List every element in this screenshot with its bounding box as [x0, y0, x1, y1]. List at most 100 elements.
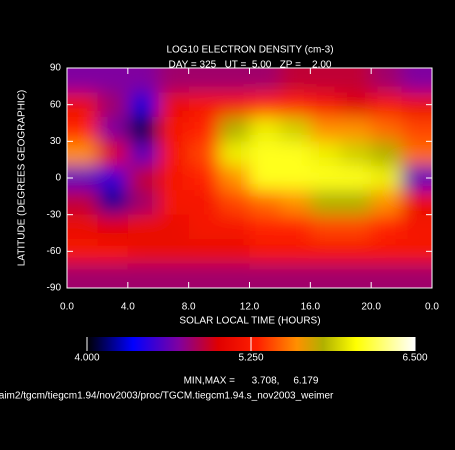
cell — [401, 263, 432, 288]
cell — [188, 165, 220, 191]
cell — [279, 141, 311, 167]
cell — [340, 263, 372, 288]
cell — [67, 190, 98, 216]
cell — [401, 116, 432, 142]
x-axis-label: SOLAR LOCAL TIME (HOURS) — [179, 316, 320, 327]
cell — [127, 190, 159, 216]
chart-subtitle: DAY = 325 UT = 5.00 ZP = 2.00 — [169, 60, 332, 71]
cell — [219, 263, 250, 288]
cell — [188, 239, 220, 265]
x-tick-label: 12.0 — [240, 302, 260, 313]
cell — [219, 92, 250, 118]
file-path: /aim2/tgcm/tiegcm1.94/nov2003/proc/TGCM.… — [0, 391, 334, 402]
x-tick-label: 4.0 — [121, 302, 135, 313]
cell — [158, 239, 190, 265]
cell — [188, 116, 220, 142]
cell — [188, 263, 220, 288]
y-tick-label: -90 — [47, 283, 62, 294]
cell — [158, 214, 190, 240]
plot-area — [67, 68, 432, 288]
x-tick-label: 16.0 — [301, 302, 321, 313]
cell — [249, 116, 281, 142]
cell — [249, 190, 281, 216]
cell — [310, 141, 342, 167]
cell — [127, 141, 159, 167]
cell — [97, 68, 129, 93]
cell — [127, 116, 159, 142]
cell — [401, 68, 432, 93]
cell — [188, 68, 220, 93]
cell — [310, 190, 342, 216]
cell — [97, 141, 129, 167]
cell — [219, 141, 250, 167]
cell — [340, 165, 372, 191]
y-tick-label: 90 — [50, 63, 62, 74]
cell — [158, 68, 190, 93]
cell — [340, 190, 372, 216]
cell — [127, 263, 159, 288]
cell — [67, 263, 98, 288]
y-tick-label: -30 — [47, 209, 62, 220]
cell — [249, 214, 281, 240]
cell — [310, 165, 342, 191]
y-axis-label: LATITUDE (DEGREES GEOGRAPHIC) — [17, 90, 28, 267]
cell — [279, 214, 311, 240]
x-tick-label: 8.0 — [182, 302, 196, 313]
cell — [158, 141, 190, 167]
cell — [188, 141, 220, 167]
cell — [279, 165, 311, 191]
cell — [371, 165, 403, 191]
cell — [310, 68, 342, 93]
cell — [371, 214, 403, 240]
cell — [219, 68, 250, 93]
cell — [371, 116, 403, 142]
cell — [158, 165, 190, 191]
chart-title: LOG10 ELECTRON DENSITY (cm-3) — [166, 45, 333, 56]
cell — [127, 239, 159, 265]
cell — [340, 92, 372, 118]
cell — [371, 141, 403, 167]
cell — [249, 92, 281, 118]
cell — [249, 263, 281, 288]
cell — [219, 190, 250, 216]
cell — [371, 68, 403, 93]
cell — [97, 214, 129, 240]
cell — [219, 239, 250, 265]
cell — [249, 239, 281, 265]
cell — [67, 214, 98, 240]
y-tick-label: 30 — [50, 136, 62, 147]
cell — [97, 263, 129, 288]
cell — [219, 116, 250, 142]
cell — [97, 116, 129, 142]
colorbar-tick-label: 5.250 — [238, 353, 263, 364]
cell — [127, 165, 159, 191]
cell — [310, 116, 342, 142]
x-tick-label: 0.0 — [60, 302, 74, 313]
cell — [67, 116, 98, 142]
cell — [188, 214, 220, 240]
cell — [97, 190, 129, 216]
x-tick-label: 20.0 — [361, 302, 381, 313]
cell — [97, 239, 129, 265]
x-tick-label: 0.0 — [425, 302, 439, 313]
cell — [340, 239, 372, 265]
cell — [340, 214, 372, 240]
cell — [188, 190, 220, 216]
cell — [127, 92, 159, 118]
cell — [67, 141, 98, 167]
cell — [158, 263, 190, 288]
cell — [97, 92, 129, 118]
cell — [249, 165, 281, 191]
cell — [279, 190, 311, 216]
cell — [188, 92, 220, 118]
cell — [279, 116, 311, 142]
cell — [340, 141, 372, 167]
cell — [401, 190, 432, 216]
cell — [340, 116, 372, 142]
cell — [401, 214, 432, 240]
cell — [279, 263, 311, 288]
y-tick-label: 60 — [50, 99, 62, 110]
cell — [371, 92, 403, 118]
